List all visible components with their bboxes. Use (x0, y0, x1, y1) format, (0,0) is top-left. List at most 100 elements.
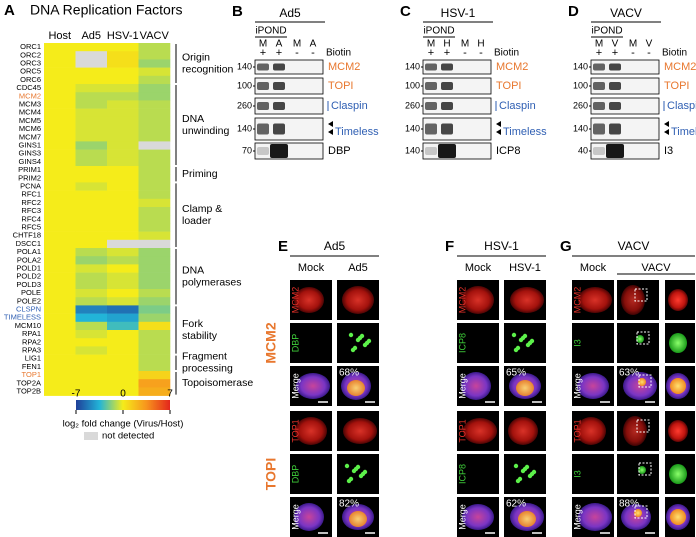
heatmap-cell (138, 330, 171, 339)
virus-label: HSV-1 (441, 6, 476, 20)
lane-label: M (595, 39, 603, 50)
biotin-sign: + (428, 47, 434, 59)
speckle (359, 333, 365, 339)
channel-label: TOP1 (290, 419, 300, 442)
biotin-sign: - (295, 47, 299, 59)
heatmap-cell (138, 354, 171, 364)
group-label: Origin (182, 51, 210, 63)
blot-band (609, 63, 621, 71)
group-label: polymerases (182, 276, 242, 288)
heatmap-cell (44, 387, 76, 396)
heatmap-cell (107, 321, 139, 331)
heatmap-cell (107, 157, 139, 167)
heatmap-cell (75, 239, 108, 249)
column-label: VACV (140, 30, 170, 42)
heatmap-cell (75, 116, 108, 126)
protein-label: Claspin (331, 100, 368, 112)
heatmap-cell (44, 297, 76, 306)
heatmap-cell (138, 125, 171, 134)
heatmap-cell (44, 59, 76, 68)
cell (668, 289, 688, 311)
heatmap-cell (107, 239, 139, 249)
arrow (328, 129, 333, 135)
heatmap-cell (138, 289, 171, 298)
group-label: Topoisomerase (182, 377, 253, 389)
heatmap-cell (107, 272, 139, 282)
biotin-sign: + (444, 47, 450, 59)
heatmap-cell (138, 84, 171, 93)
speckle (522, 333, 528, 339)
heatmap-cell (75, 100, 108, 109)
row-label: MCM3 (19, 99, 41, 108)
heatmap-cell (44, 215, 76, 224)
heatmap-cell (75, 223, 108, 232)
blot-band (441, 102, 453, 110)
heatmap-cell (107, 125, 139, 134)
heatmap-cell (75, 305, 108, 314)
row-label: MCM2 (19, 91, 41, 100)
protein-label: TOPI (664, 80, 689, 92)
micrograph (572, 323, 614, 363)
lane-label: A (276, 39, 283, 50)
colorbar-tick-label: -7 (72, 389, 81, 400)
row-label: POLD1 (16, 263, 41, 272)
heatmap-cell (44, 207, 76, 216)
biotin-sign: - (479, 47, 483, 59)
blot-band (257, 123, 269, 135)
virus-label: Ad5 (324, 239, 346, 253)
micrograph (337, 323, 379, 363)
group-label: loader (182, 215, 212, 227)
cell (577, 373, 609, 399)
heatmap-cell (44, 190, 76, 200)
channel-label: MCM2 (290, 287, 300, 314)
percent-label: 88% (619, 499, 639, 510)
heatmap-cell (44, 272, 76, 282)
speckle (529, 338, 535, 344)
heatmap-cell (107, 59, 139, 68)
blot-band (270, 144, 288, 158)
virus-label: VACV (610, 6, 642, 20)
cell (668, 420, 688, 442)
biotin-label: Biotin (326, 48, 351, 59)
zoom-box (636, 419, 650, 433)
micrograph (290, 454, 332, 494)
biotin-sign: + (612, 47, 618, 59)
heatmap-cell (107, 248, 139, 257)
heatmap-cell (44, 133, 76, 142)
blot-band (425, 102, 437, 110)
heatmap-cell (107, 215, 139, 224)
heatmap-cell (75, 190, 108, 200)
protein-label: MCM2 (496, 61, 528, 73)
blot-band (273, 102, 285, 110)
marker-label: 70 (242, 145, 252, 155)
heatmap-cell (107, 313, 139, 323)
heatmap-cell (44, 305, 76, 314)
heatmap-cell (138, 272, 171, 282)
row-label: FEN1 (22, 362, 41, 371)
row-label: CDC45 (16, 83, 41, 92)
group-label: Clamp & (182, 203, 222, 215)
row-label: GINS4 (18, 157, 41, 166)
protein-label: Timeless (335, 126, 379, 138)
blot-band (441, 82, 453, 90)
protein-label: TOPI (328, 80, 353, 92)
heatmap-cell (75, 84, 108, 93)
biotin-sign: + (276, 47, 282, 59)
row-label: LIG1 (25, 354, 41, 363)
heatmap-cell (75, 387, 108, 396)
speckle (513, 463, 519, 469)
heatmap-cell (75, 92, 108, 101)
group-label: unwinding (182, 125, 229, 137)
row-label: POLA2 (17, 255, 41, 264)
heatmap-cell (138, 256, 171, 265)
row-label: MCM5 (19, 116, 41, 125)
group-label: Priming (182, 168, 218, 180)
channel-label: I3 (572, 470, 582, 478)
method-label: iPOND (591, 26, 622, 37)
heatmap-cell (138, 215, 171, 224)
heatmap-cell (44, 116, 76, 126)
channel-label: Merge (457, 504, 467, 530)
row-label: RFC3 (21, 206, 41, 215)
heatmap-cell (75, 264, 108, 273)
